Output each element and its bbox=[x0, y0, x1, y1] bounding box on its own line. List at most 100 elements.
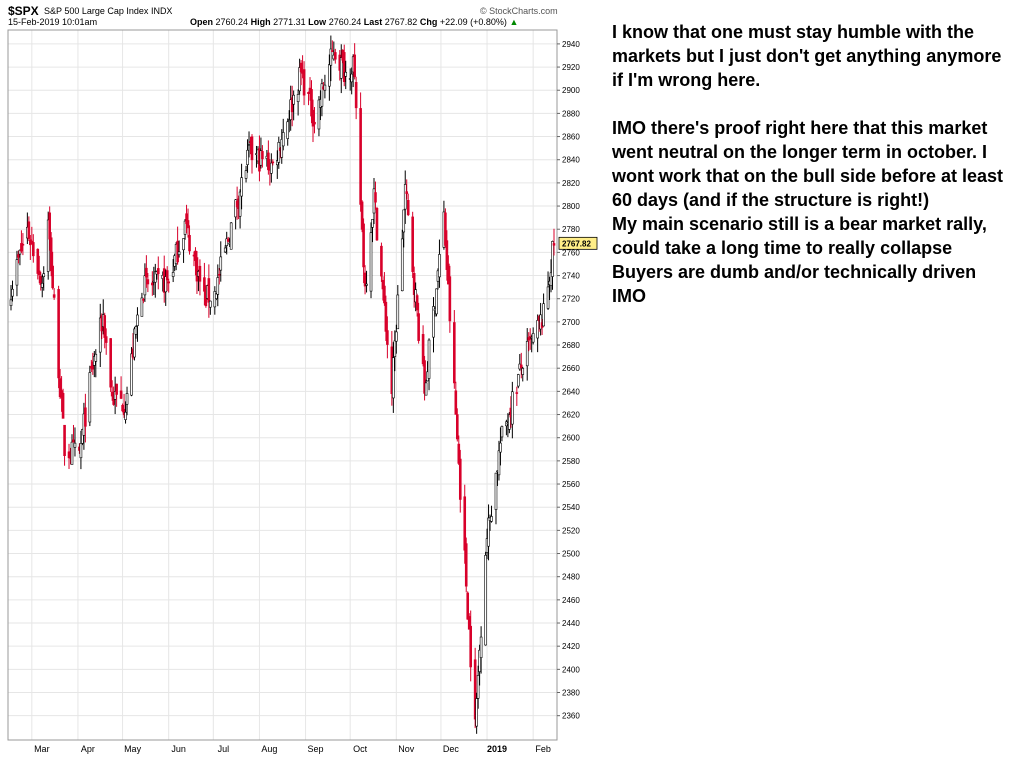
candle-body bbox=[438, 254, 441, 278]
candle-body bbox=[277, 142, 281, 163]
candle-body bbox=[423, 360, 426, 394]
y-tick-label: 2380 bbox=[562, 689, 580, 698]
high-value: 2771.31 bbox=[273, 17, 306, 27]
candle-body bbox=[475, 698, 478, 727]
candle-body bbox=[136, 314, 139, 327]
candle-body bbox=[473, 659, 477, 720]
candle-body bbox=[380, 245, 383, 277]
x-tick-label: Mar bbox=[34, 744, 50, 754]
candle-body bbox=[427, 339, 431, 379]
x-tick-label: Jul bbox=[218, 744, 230, 754]
y-tick-label: 2860 bbox=[562, 133, 580, 142]
x-tick-label: Oct bbox=[353, 744, 368, 754]
candle-body bbox=[17, 254, 20, 258]
candle-body bbox=[296, 94, 300, 102]
candle-body bbox=[103, 315, 107, 338]
candle-body bbox=[371, 219, 374, 228]
candle-body bbox=[42, 273, 46, 277]
x-tick-label: Feb bbox=[535, 744, 551, 754]
candle-body bbox=[70, 441, 74, 465]
y-tick-label: 2520 bbox=[562, 526, 580, 535]
candle-body bbox=[146, 279, 150, 285]
candle-body bbox=[359, 108, 362, 205]
exchange-code: INDX bbox=[150, 6, 173, 16]
candle-body bbox=[360, 201, 364, 230]
y-tick-label: 2440 bbox=[562, 619, 580, 628]
candle-body bbox=[421, 334, 425, 365]
candle-body bbox=[125, 393, 129, 405]
candle-body bbox=[334, 52, 337, 60]
candle-body bbox=[536, 320, 539, 339]
candle-body bbox=[182, 238, 185, 251]
y-tick-label: 2400 bbox=[562, 665, 580, 674]
candle-body bbox=[229, 222, 233, 250]
stockcharts-watermark: © StockCharts.com bbox=[480, 6, 558, 16]
price-chart: 2360 2380 2400 2420 2440 2460 2480 2500 2520 2540… bbox=[7, 29, 598, 754]
y-tick-label: 2900 bbox=[562, 86, 580, 95]
candle-body bbox=[186, 220, 190, 229]
candle-body bbox=[307, 91, 310, 94]
x-tick-label: Sep bbox=[308, 744, 324, 754]
candle-body bbox=[32, 242, 35, 257]
chg-value: +22.09 (+0.80%) bbox=[439, 17, 507, 27]
candle-body bbox=[525, 341, 529, 367]
candle-body bbox=[415, 295, 419, 311]
candle-body bbox=[386, 330, 389, 345]
y-tick-label: 2740 bbox=[562, 272, 580, 281]
comment-line-2: My main scenario still is a bear market … bbox=[612, 214, 987, 258]
candle-body bbox=[270, 162, 273, 174]
candle-body bbox=[226, 238, 230, 242]
candle-body bbox=[484, 555, 487, 646]
candle-body bbox=[393, 340, 397, 357]
y-tick-label: 2540 bbox=[562, 503, 580, 512]
candle-body bbox=[454, 390, 458, 415]
candle-body bbox=[142, 299, 145, 301]
candle-body bbox=[516, 374, 520, 387]
candle-body bbox=[444, 212, 447, 246]
candle-body bbox=[207, 278, 211, 303]
y-tick-label: 2820 bbox=[562, 179, 580, 188]
candle-body bbox=[286, 121, 290, 139]
y-tick-label: 2840 bbox=[562, 156, 580, 165]
candle-body bbox=[331, 50, 334, 52]
y-tick-label: 2780 bbox=[562, 225, 580, 234]
candle-body bbox=[531, 333, 535, 343]
candle-body bbox=[313, 121, 316, 125]
candle-body bbox=[188, 235, 191, 252]
candle-body bbox=[350, 73, 353, 83]
chg-label: Chg bbox=[419, 17, 438, 27]
y-tick-label: 2940 bbox=[562, 40, 580, 49]
candle-body bbox=[271, 161, 275, 164]
candle-body bbox=[302, 69, 306, 96]
candle-body bbox=[403, 184, 407, 210]
candle-body bbox=[140, 297, 144, 317]
candle-body bbox=[463, 496, 467, 551]
candle-body bbox=[476, 675, 480, 699]
last-label: Last bbox=[363, 17, 383, 27]
y-tick-label: 2880 bbox=[562, 109, 580, 118]
candle-body bbox=[375, 208, 379, 241]
low-label: Low bbox=[308, 17, 327, 27]
y-tick-label: 2640 bbox=[562, 387, 580, 396]
candle-body bbox=[369, 232, 373, 292]
candle-body bbox=[84, 407, 87, 427]
candle-body bbox=[551, 241, 554, 277]
ticker-description: S&P 500 Large Cap Index INDX bbox=[44, 6, 172, 16]
candle-body bbox=[402, 209, 406, 233]
candle-body bbox=[417, 313, 420, 341]
candle-body bbox=[435, 288, 438, 315]
candle-body bbox=[342, 52, 346, 83]
candle-body bbox=[109, 338, 112, 388]
candle-body bbox=[384, 301, 388, 332]
candle-body bbox=[250, 136, 254, 161]
candle-body bbox=[115, 383, 118, 395]
candle-body bbox=[445, 240, 449, 270]
candle-body bbox=[37, 270, 41, 276]
y-tick-label: 2500 bbox=[562, 550, 580, 559]
candle-body bbox=[177, 251, 181, 255]
candle-body bbox=[494, 472, 498, 510]
candle-body bbox=[88, 372, 92, 423]
x-tick-label: May bbox=[124, 744, 142, 754]
candle-body bbox=[320, 83, 324, 107]
candle-body bbox=[203, 277, 206, 292]
